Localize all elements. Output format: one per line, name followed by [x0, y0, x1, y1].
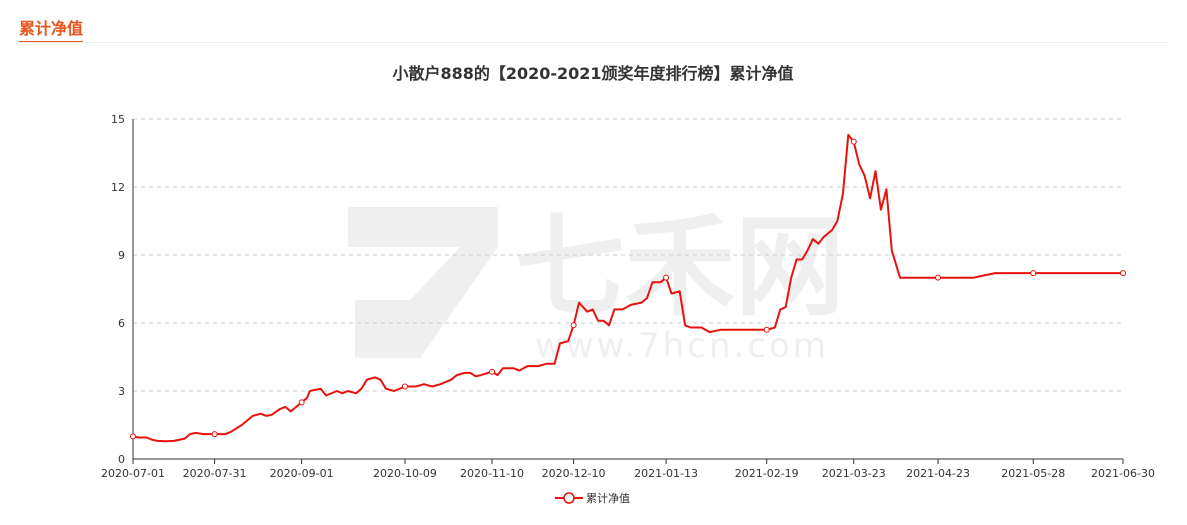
data-point	[1030, 270, 1037, 277]
x-tick-label: 2021-02-19	[735, 467, 799, 480]
x-tick-label: 2020-07-31	[183, 467, 247, 480]
watermark-logo	[348, 207, 498, 358]
watermark-url: www.7hcn.com	[535, 326, 829, 366]
x-tick-label: 2021-01-13	[634, 467, 698, 480]
y-tick-label: 15	[111, 113, 125, 126]
data-point	[211, 431, 218, 438]
data-point	[1120, 270, 1126, 277]
data-point	[298, 399, 305, 406]
axes: 0 3 6 9 12 15 2020-07-01 2020-07-31 2020-09-01 20…	[101, 113, 1155, 480]
x-tick-label: 2021-04-23	[906, 467, 970, 480]
x-tick-label: 2021-03-23	[822, 467, 886, 480]
legend-label: 累计净值	[586, 491, 630, 505]
x-tick-label: 2020-11-10	[460, 467, 524, 480]
series-layer	[130, 133, 1126, 443]
y-tick-label: 3	[118, 385, 125, 398]
x-tick-label: 2020-09-01	[270, 467, 334, 480]
series-line	[132, 133, 1123, 443]
tab-divider	[19, 42, 1169, 43]
x-tick-label: 2021-05-28	[1001, 467, 1065, 480]
chart-title: 小散户888的【2020-2021颁奖年度排行榜】累计净值	[392, 64, 793, 83]
y-tick-label: 0	[118, 453, 125, 466]
data-point	[570, 322, 577, 329]
data-point	[401, 383, 408, 390]
legend[interactable]: 累计净值	[555, 491, 630, 505]
data-point	[489, 368, 496, 375]
x-tick-label: 2020-07-01	[101, 467, 165, 480]
y-tick-label: 6	[118, 317, 125, 330]
legend-marker-icon	[563, 492, 575, 504]
watermark-brand: 七禾网	[515, 203, 845, 331]
data-point	[663, 274, 670, 281]
watermark: 七禾网 www.7hcn.com	[348, 203, 845, 366]
x-tick-label: 2020-10-09	[373, 467, 437, 480]
grid-lines	[133, 118, 1123, 392]
data-point	[763, 326, 770, 333]
data-point	[850, 138, 857, 145]
y-tick-label: 9	[118, 249, 125, 262]
data-point	[935, 274, 942, 281]
x-tick-label: 2021-06-30	[1091, 467, 1155, 480]
x-tick-label: 2020-12-10	[542, 467, 606, 480]
y-tick-label: 12	[111, 181, 125, 194]
data-point	[130, 433, 136, 440]
